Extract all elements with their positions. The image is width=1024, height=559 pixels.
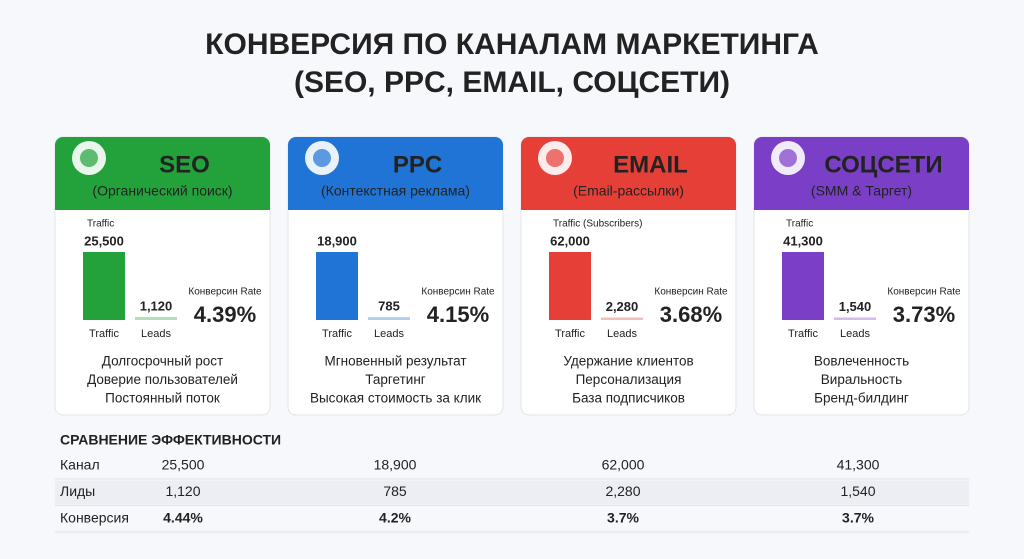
bar [601, 317, 643, 320]
card-title: EMAIL [613, 151, 688, 178]
bar [135, 317, 177, 320]
bar [368, 317, 410, 320]
card-subtitle: (Органический поиск) [92, 183, 232, 199]
table-title: СРАВНЕНИЕ ЭФФЕКТИВНОСТИ [60, 432, 281, 448]
traffic-title: Traffic (Subscribers) [553, 219, 642, 230]
table-cell: 785 [383, 483, 407, 499]
card-title: PPC [393, 151, 442, 178]
card-header-fill [521, 180, 736, 210]
rate-title: Конверсин Rate [421, 287, 495, 298]
table-cell: 4.44% [163, 510, 203, 526]
bar-value-label: 25,500 [84, 233, 124, 248]
bar-label: Traffic [555, 328, 585, 340]
rate-value: 3.73% [893, 302, 955, 327]
title-line: (SEO, PPC, EMAIL, СОЦСЕТИ) [294, 66, 730, 99]
bar-value-label: 2,280 [606, 299, 639, 314]
bar [83, 252, 125, 320]
table-cell: 25,500 [162, 457, 205, 473]
table-cell: 4.2% [379, 510, 411, 526]
rate-title: Конверсин Rate [887, 287, 961, 298]
rate-title: Конверсин Rate [188, 287, 262, 298]
table-cell: 18,900 [374, 457, 417, 473]
card-point: Долгосрочный рост [102, 354, 223, 369]
card-header-fill [55, 180, 270, 210]
card-point: Вовлеченность [814, 354, 909, 369]
card-point: Таргетинг [365, 372, 426, 387]
traffic-title: Traffic [786, 219, 813, 230]
table-cell: 41,300 [837, 457, 880, 473]
card-header-fill [288, 180, 503, 210]
rate-title: Конверсин Rate [654, 287, 728, 298]
bar-label: Traffic [788, 328, 818, 340]
bar-label: Leads [840, 328, 870, 340]
table-cell: 3.7% [607, 510, 639, 526]
card-subtitle: (SMM & Таргет) [811, 183, 912, 199]
card-subtitle: (Контекстная реклама) [321, 183, 470, 199]
card-point: Персонализация [576, 372, 682, 387]
icon-inner [546, 149, 564, 167]
bar-value-label: 785 [378, 299, 400, 314]
card-point: Высокая стоимость за клик [310, 391, 481, 406]
rate-value: 4.15% [427, 302, 489, 327]
card-point: Бренд-билдинг [814, 391, 909, 406]
card-point: База подписчиков [572, 391, 685, 406]
bar-value-label: 18,900 [317, 233, 357, 248]
card-point: Доверие пользователей [87, 372, 238, 387]
card-title: SEO [159, 151, 210, 178]
bar [549, 252, 591, 320]
bar-label: Leads [141, 328, 171, 340]
icon-inner [313, 149, 331, 167]
table-cell: 62,000 [602, 457, 645, 473]
card-point: Постоянный поток [105, 391, 220, 406]
title-line: КОНВЕРСИЯ ПО КАНАЛАМ МАРКЕТИНГА [205, 28, 819, 61]
table-row-label: Лиды [60, 483, 95, 499]
card-header-fill [754, 180, 969, 210]
bar-value-label: 1,540 [839, 299, 872, 314]
card-title: СОЦСЕТИ [824, 151, 942, 178]
bar-value-label: 1,120 [140, 298, 173, 313]
table-cell: 1,120 [165, 483, 200, 499]
table-cell: 2,280 [605, 483, 640, 499]
bar-label: Traffic [322, 328, 352, 340]
card-point: Удержание клиентов [563, 354, 693, 369]
card-subtitle: (Email-рассылки) [573, 183, 684, 199]
card-point: Виральность [821, 372, 902, 387]
bar-label: Traffic [89, 328, 119, 340]
table-row-label: Канал [60, 457, 100, 473]
bar [782, 252, 824, 320]
bar [834, 317, 876, 320]
bar-label: Leads [374, 328, 404, 340]
bar-value-label: 41,300 [783, 233, 823, 248]
table-cell: 3.7% [842, 510, 874, 526]
bar-value-label: 62,000 [550, 233, 590, 248]
bar-label: Leads [607, 328, 637, 340]
card-point: Мгновенный результат [324, 354, 466, 369]
icon-inner [779, 149, 797, 167]
rate-value: 4.39% [194, 302, 256, 327]
table-row-label: Конверсия [60, 510, 129, 526]
traffic-title: Traffic [87, 219, 114, 230]
rate-value: 3.68% [660, 302, 722, 327]
icon-inner [80, 149, 98, 167]
row-band [55, 480, 969, 505]
bar [316, 252, 358, 320]
table-cell: 1,540 [840, 483, 875, 499]
